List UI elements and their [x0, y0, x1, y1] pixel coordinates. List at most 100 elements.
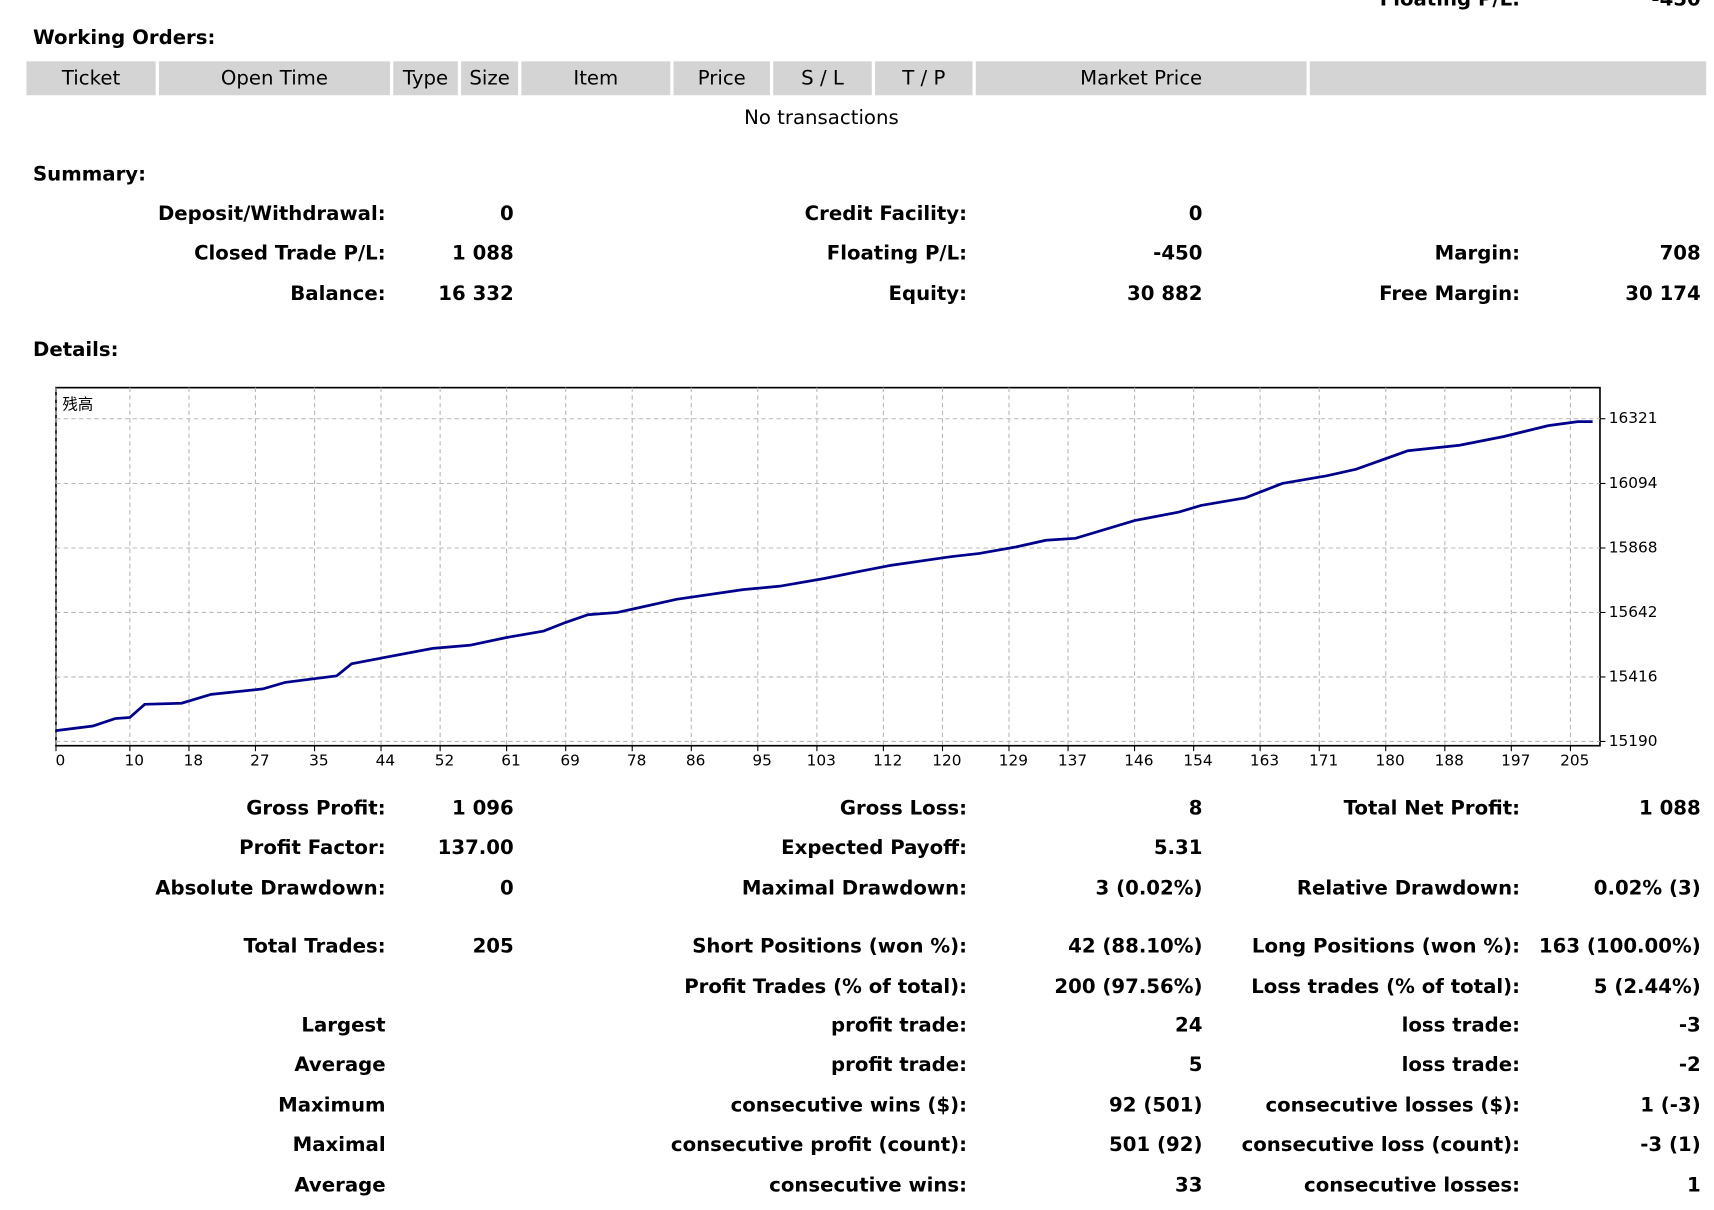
field-value: 0	[500, 877, 514, 900]
x-tick-label: 27	[250, 752, 270, 770]
x-tick-label: 137	[1058, 752, 1087, 770]
cut-label: Floating P/L:	[1380, 0, 1520, 11]
header-cell	[975, 61, 1307, 96]
field-value: 1 088	[452, 242, 514, 265]
field-value: 0.02% (3)	[1594, 877, 1701, 900]
x-tick-label: 0	[55, 752, 65, 770]
x-tick-label: 95	[752, 752, 772, 770]
field-value: 16 332	[438, 282, 513, 305]
x-tick-label: 163	[1250, 752, 1279, 770]
header-cell	[521, 61, 671, 96]
header-cell	[1309, 61, 1707, 96]
field-label: Maximal Drawdown:	[742, 877, 967, 900]
field-value: 200 (97.56%)	[1054, 975, 1202, 998]
field-label: Maximum	[278, 1093, 385, 1116]
field-label: Largest	[301, 1014, 385, 1037]
field-label: Average	[294, 1053, 385, 1076]
field-value: 5.31	[1154, 836, 1203, 859]
field-value: -450	[1153, 242, 1202, 265]
x-tick-label: 154	[1183, 752, 1212, 770]
x-tick-label: 188	[1435, 752, 1464, 770]
field-label: consecutive profit (count):	[671, 1133, 967, 1156]
y-tick-label: 16321	[1609, 409, 1658, 427]
field-value: 33	[1175, 1173, 1202, 1196]
field-label: Floating P/L:	[827, 242, 967, 265]
balance-line	[55, 420, 1593, 732]
column-header: Item	[573, 66, 618, 89]
x-tick-label: 18	[184, 752, 204, 770]
plot-frame	[55, 386, 1601, 747]
x-tick-label: 61	[501, 752, 521, 770]
field-value: -2	[1679, 1053, 1701, 1076]
field-value: 708	[1660, 242, 1701, 265]
x-tick-label: 10	[124, 752, 144, 770]
y-tick-label: 15416	[1609, 667, 1658, 685]
field-value: 3 (0.02%)	[1096, 877, 1203, 900]
y-tick-label: 15868	[1609, 538, 1658, 556]
x-tick-label: 120	[932, 752, 961, 770]
field-label: Loss trades (% of total):	[1251, 975, 1520, 998]
field-value: 8	[1189, 797, 1203, 820]
field-label: consecutive loss (count):	[1242, 1133, 1520, 1156]
field-value: 163 (100.00%)	[1539, 935, 1701, 958]
field-label: Profit Factor:	[239, 836, 385, 859]
field-value: 0	[500, 202, 514, 225]
field-label: Credit Facility:	[805, 202, 967, 225]
field-value: 5 (2.44%)	[1594, 975, 1701, 998]
field-label: Equity:	[889, 282, 967, 305]
header-cell	[673, 61, 770, 96]
field-value: 1 088	[1639, 797, 1701, 820]
section-title: Details:	[33, 338, 119, 361]
column-header: Open Time	[221, 66, 328, 89]
section-title: Summary:	[33, 163, 146, 186]
field-value: 137.00	[438, 836, 514, 859]
field-value: 1 096	[452, 797, 514, 820]
field-label: Total Trades:	[244, 935, 386, 958]
column-header: Type	[402, 66, 448, 89]
x-tick-label: 171	[1309, 752, 1338, 770]
x-tick-label: 69	[560, 752, 580, 770]
x-tick-label: 129	[999, 752, 1028, 770]
field-label: Total Net Profit:	[1344, 797, 1520, 820]
field-label: Average	[294, 1173, 385, 1196]
chart-title: 残高	[63, 396, 94, 414]
field-label: profit trade:	[831, 1053, 967, 1076]
x-tick-label: 197	[1501, 752, 1530, 770]
field-value: 24	[1175, 1014, 1202, 1037]
field-value: 1 (-3)	[1640, 1093, 1700, 1116]
field-label: Deposit/Withdrawal:	[158, 202, 386, 225]
field-label: Long Positions (won %):	[1252, 935, 1520, 958]
x-tick-label: 112	[873, 752, 902, 770]
field-label: Balance:	[290, 282, 385, 305]
header-cell	[393, 61, 458, 96]
field-label: Short Positions (won %):	[692, 935, 967, 958]
field-label: Margin:	[1435, 242, 1520, 265]
x-tick-label: 146	[1124, 752, 1153, 770]
field-label: Profit Trades (% of total):	[684, 975, 967, 998]
field-label: profit trade:	[831, 1014, 967, 1037]
field-label: Absolute Drawdown:	[155, 877, 385, 900]
x-tick-label: 180	[1375, 752, 1404, 770]
field-value: 5	[1189, 1053, 1203, 1076]
column-header: Market Price	[1080, 66, 1202, 89]
field-label: Free Margin:	[1379, 282, 1520, 305]
header-cell	[875, 61, 973, 96]
header-cell	[461, 61, 519, 96]
field-value: 30 174	[1625, 282, 1700, 305]
field-label: Closed Trade P/L:	[194, 242, 386, 265]
x-tick-label: 78	[627, 752, 647, 770]
column-header: Ticket	[61, 66, 121, 89]
x-tick-label: 52	[435, 752, 455, 770]
field-value: 205	[473, 935, 514, 958]
header-cell	[26, 61, 156, 96]
field-value: 1	[1687, 1173, 1701, 1196]
field-label: Maximal	[293, 1133, 386, 1156]
field-label: consecutive wins:	[769, 1173, 967, 1196]
field-value: 92 (501)	[1109, 1093, 1202, 1116]
field-label: Expected Payoff:	[781, 836, 967, 859]
y-tick-label: 15190	[1609, 732, 1658, 750]
field-label: loss trade:	[1402, 1014, 1520, 1037]
field-label: consecutive wins ($):	[731, 1093, 967, 1116]
field-label: loss trade:	[1402, 1053, 1520, 1076]
